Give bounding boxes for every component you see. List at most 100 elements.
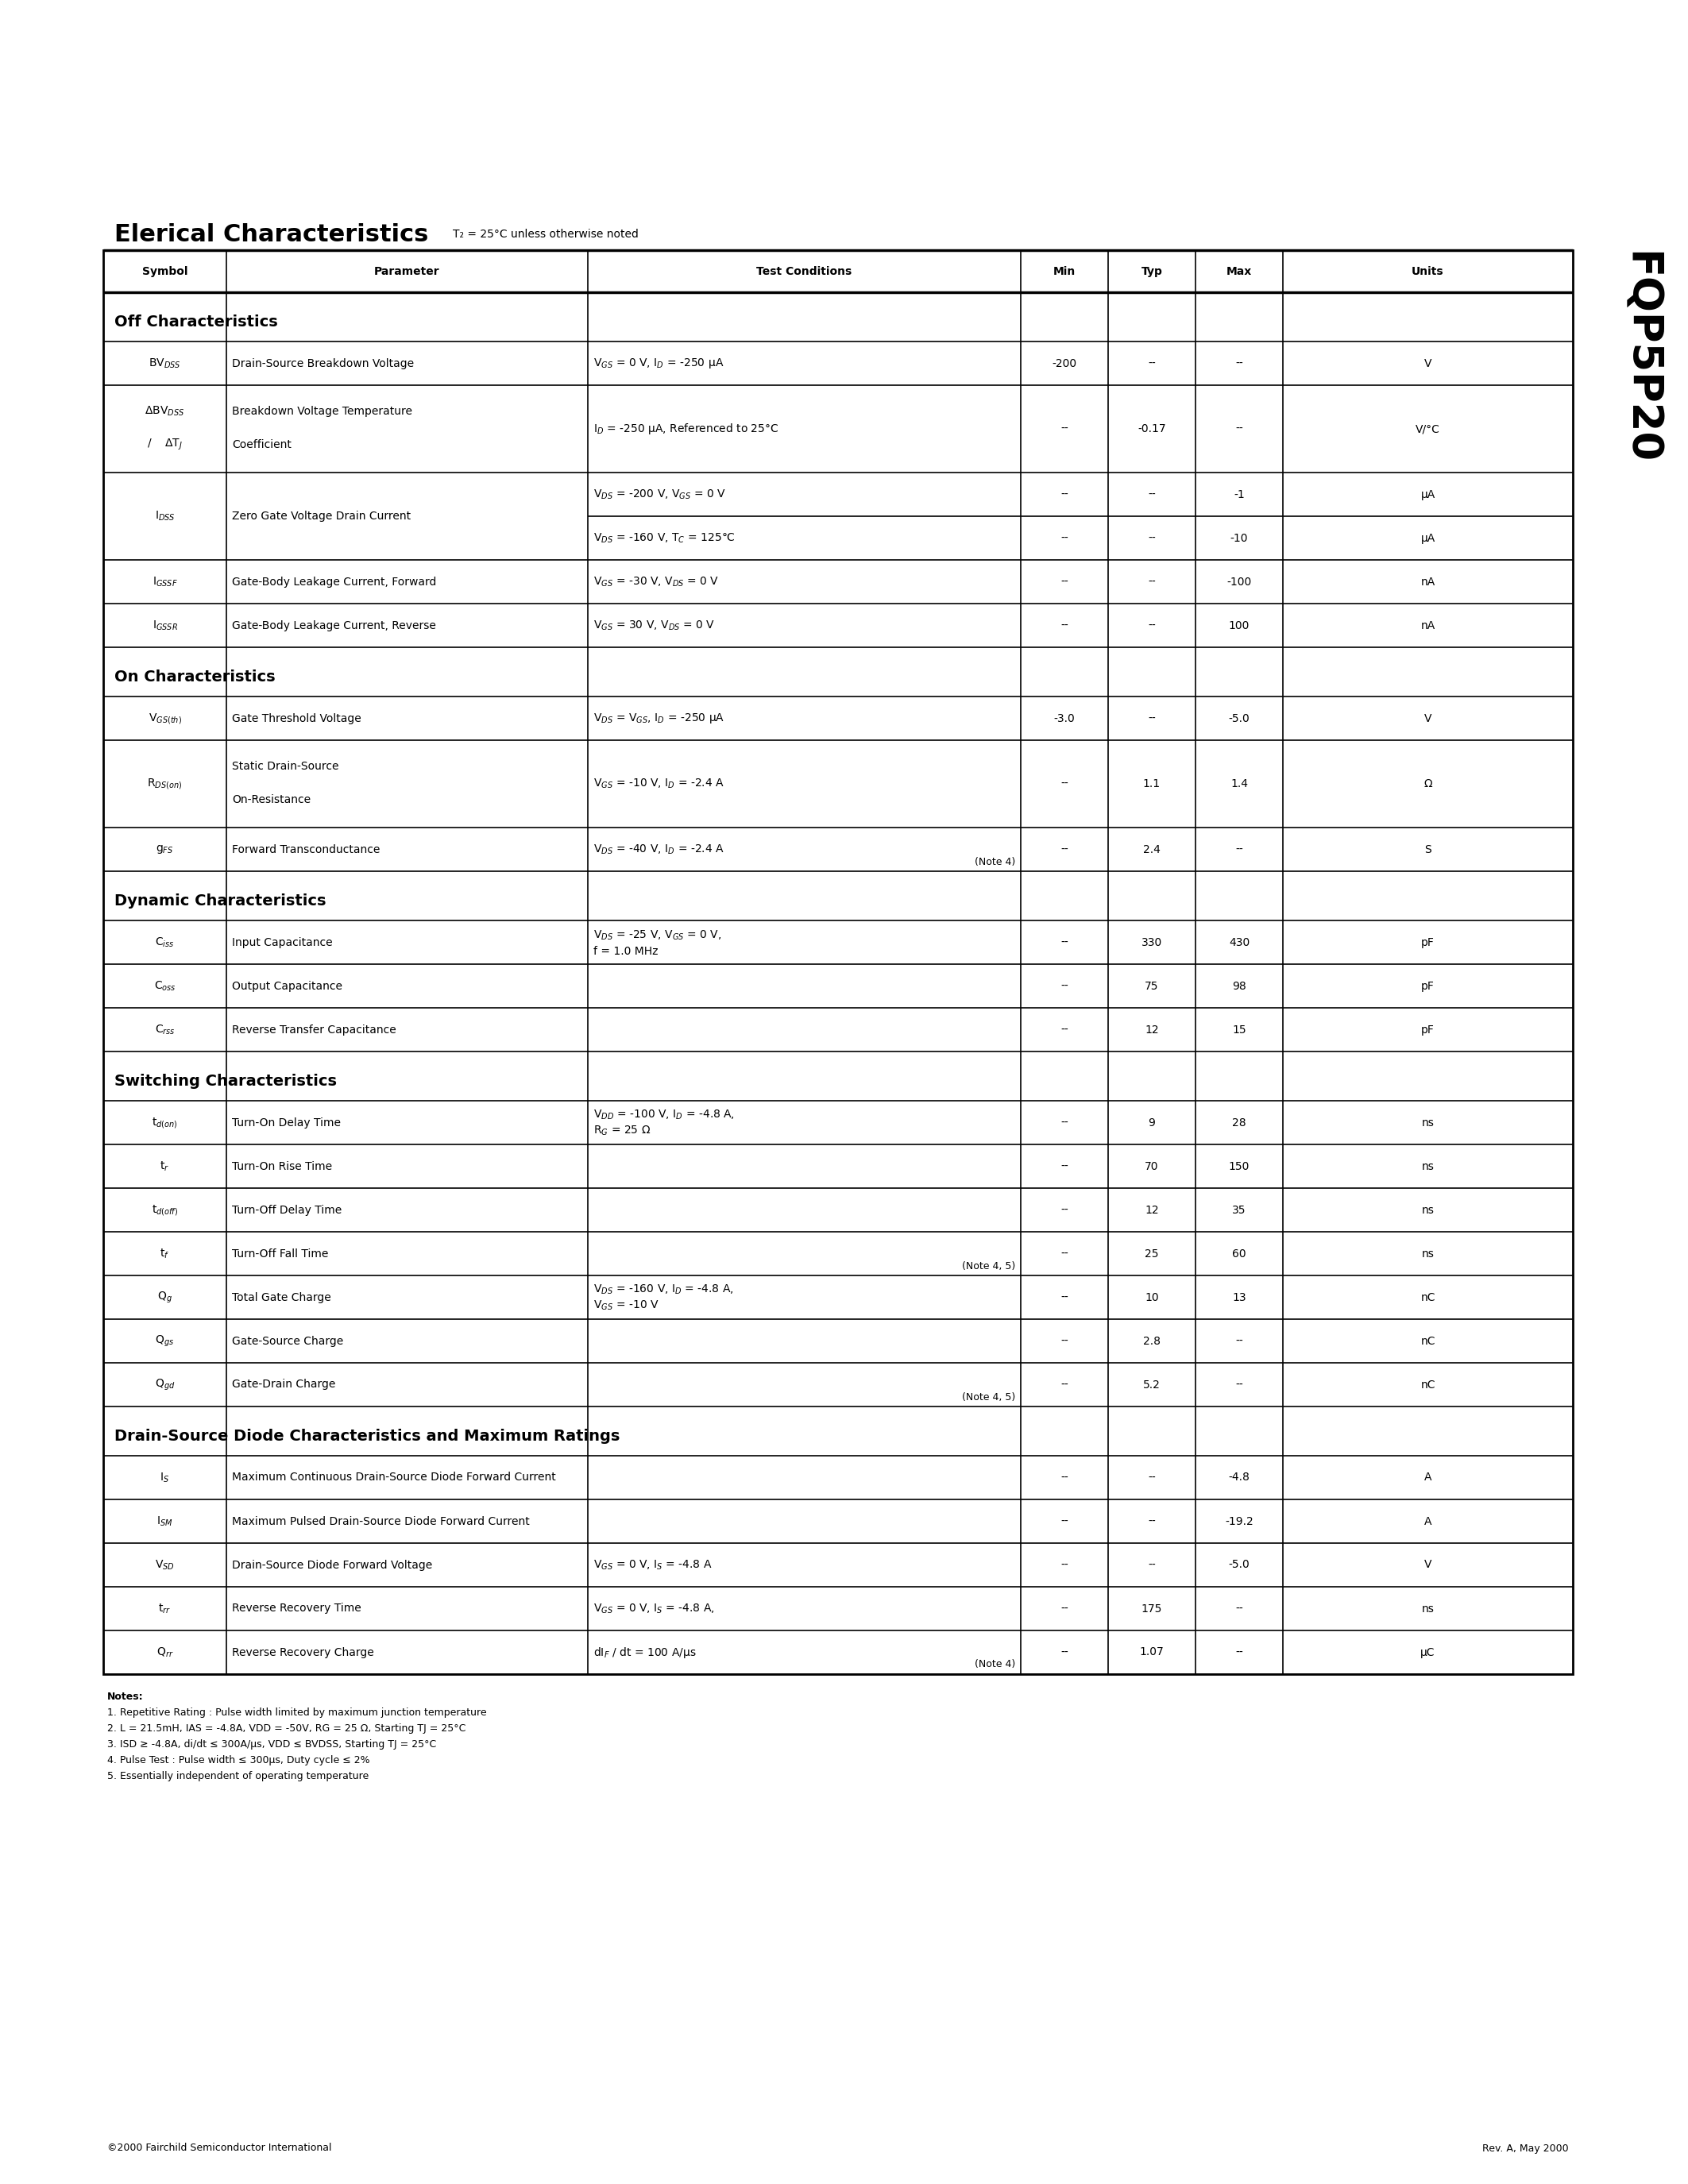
Text: --: -- — [1060, 1291, 1069, 1304]
Text: -3.0: -3.0 — [1053, 712, 1075, 723]
Text: t$_{rr}$: t$_{rr}$ — [159, 1603, 170, 1616]
Text: Turn-On Rise Time: Turn-On Rise Time — [231, 1160, 333, 1173]
Text: --: -- — [1148, 620, 1156, 631]
Text: --: -- — [1148, 1559, 1156, 1570]
Text: Parameter: Parameter — [375, 266, 441, 277]
Text: V$_{DS}$ = V$_{GS}$, I$_D$ = -250 μA: V$_{DS}$ = V$_{GS}$, I$_D$ = -250 μA — [594, 712, 724, 725]
Text: 10: 10 — [1144, 1291, 1158, 1304]
Text: μA: μA — [1421, 533, 1435, 544]
Text: ©2000 Fairchild Semiconductor International: ©2000 Fairchild Semiconductor Internatio… — [108, 2143, 331, 2153]
Text: R$_{DS(on)}$: R$_{DS(on)}$ — [147, 778, 182, 791]
Text: 5. Essentially independent of operating temperature: 5. Essentially independent of operating … — [108, 1771, 368, 1782]
Text: --: -- — [1148, 712, 1156, 723]
Text: nC: nC — [1421, 1291, 1435, 1304]
Text: Q$_{rr}$: Q$_{rr}$ — [157, 1647, 174, 1660]
Text: (Note 4, 5): (Note 4, 5) — [962, 1260, 1014, 1271]
Text: 12: 12 — [1144, 1024, 1158, 1035]
Text: ns: ns — [1421, 1203, 1435, 1216]
Text: Gate-Body Leakage Current, Reverse: Gate-Body Leakage Current, Reverse — [231, 620, 436, 631]
Text: Min: Min — [1053, 266, 1075, 277]
Text: Maximum Pulsed Drain-Source Diode Forward Current: Maximum Pulsed Drain-Source Diode Forwar… — [231, 1516, 530, 1527]
Text: Typ: Typ — [1141, 266, 1163, 277]
Text: --: -- — [1060, 1024, 1069, 1035]
Text: -5.0: -5.0 — [1229, 1559, 1249, 1570]
Text: t$_r$: t$_r$ — [160, 1160, 169, 1173]
Text: A: A — [1425, 1472, 1431, 1483]
Text: /    ΔT$_J$: / ΔT$_J$ — [147, 437, 182, 452]
Text: Elerical Characteristics: Elerical Characteristics — [115, 223, 429, 247]
Text: ΔBV$_{DSS}$: ΔBV$_{DSS}$ — [145, 404, 184, 417]
Text: V$_{GS}$ = 0 V, I$_S$ = -4.8 A: V$_{GS}$ = 0 V, I$_S$ = -4.8 A — [594, 1559, 712, 1572]
Text: Drain-Source Breakdown Voltage: Drain-Source Breakdown Voltage — [231, 358, 414, 369]
Text: Dynamic Characteristics: Dynamic Characteristics — [115, 893, 326, 909]
Text: Rev. A, May 2000: Rev. A, May 2000 — [1482, 2143, 1568, 2153]
Text: 28: 28 — [1232, 1116, 1246, 1129]
Text: Ω: Ω — [1423, 778, 1431, 788]
Text: (Note 4, 5): (Note 4, 5) — [962, 1391, 1014, 1402]
Text: Turn-On Delay Time: Turn-On Delay Time — [231, 1116, 341, 1129]
Text: --: -- — [1236, 358, 1242, 369]
Text: --: -- — [1148, 358, 1156, 369]
Text: --: -- — [1148, 577, 1156, 587]
Text: V: V — [1425, 1559, 1431, 1570]
Text: V: V — [1425, 358, 1431, 369]
Text: Zero Gate Voltage Drain Current: Zero Gate Voltage Drain Current — [231, 511, 410, 522]
Bar — [103, 251, 1573, 1675]
Text: On Characteristics: On Characteristics — [115, 668, 275, 684]
Text: C$_{oss}$: C$_{oss}$ — [154, 978, 176, 992]
Text: 330: 330 — [1141, 937, 1163, 948]
Text: Q$_g$: Q$_g$ — [157, 1291, 172, 1304]
Text: Static Drain-Source: Static Drain-Source — [231, 760, 339, 771]
Text: nA: nA — [1421, 577, 1435, 587]
Text: V$_{SD}$: V$_{SD}$ — [155, 1559, 174, 1572]
Text: Q$_{gs}$: Q$_{gs}$ — [155, 1334, 174, 1348]
Text: --: -- — [1236, 1378, 1242, 1391]
Text: --: -- — [1060, 937, 1069, 948]
Text: V/°C: V/°C — [1416, 424, 1440, 435]
Text: Turn-Off Delay Time: Turn-Off Delay Time — [231, 1203, 341, 1216]
Text: V$_{DS}$ = -160 V, T$_C$ = 125°C: V$_{DS}$ = -160 V, T$_C$ = 125°C — [594, 531, 736, 544]
Text: Q$_{gd}$: Q$_{gd}$ — [155, 1378, 176, 1391]
Text: g$_{FS}$: g$_{FS}$ — [155, 843, 174, 856]
Text: 15: 15 — [1232, 1024, 1246, 1035]
Text: -10: -10 — [1231, 533, 1247, 544]
Text: --: -- — [1060, 1247, 1069, 1260]
Text: 1.1: 1.1 — [1143, 778, 1161, 788]
Text: V$_{GS}$ = -30 V, V$_{DS}$ = 0 V: V$_{GS}$ = -30 V, V$_{DS}$ = 0 V — [594, 574, 719, 587]
Text: --: -- — [1060, 424, 1069, 435]
Text: 100: 100 — [1229, 620, 1249, 631]
Text: t$_f$: t$_f$ — [160, 1247, 170, 1260]
Text: t$_{d(on)}$: t$_{d(on)}$ — [152, 1116, 177, 1129]
Text: (Note 4): (Note 4) — [974, 856, 1014, 867]
Text: pF: pF — [1421, 981, 1435, 992]
Text: V$_{DS}$ = -40 V, I$_D$ = -2.4 A: V$_{DS}$ = -40 V, I$_D$ = -2.4 A — [594, 843, 724, 856]
Text: V: V — [1425, 712, 1431, 723]
Text: C$_{iss}$: C$_{iss}$ — [155, 935, 174, 948]
Text: --: -- — [1060, 489, 1069, 500]
Text: --: -- — [1060, 1559, 1069, 1570]
Text: (Note 4): (Note 4) — [974, 1660, 1014, 1671]
Text: 430: 430 — [1229, 937, 1249, 948]
Text: 75: 75 — [1144, 981, 1158, 992]
Text: pF: pF — [1421, 1024, 1435, 1035]
Text: Gate Threshold Voltage: Gate Threshold Voltage — [231, 712, 361, 723]
Text: I$_S$: I$_S$ — [160, 1472, 169, 1485]
Text: Total Gate Charge: Total Gate Charge — [231, 1291, 331, 1304]
Text: nC: nC — [1421, 1334, 1435, 1348]
Text: --: -- — [1060, 1378, 1069, 1391]
Text: V$_{GS}$ = -10 V: V$_{GS}$ = -10 V — [594, 1299, 658, 1313]
Text: S: S — [1425, 843, 1431, 854]
Text: Notes:: Notes: — [108, 1693, 143, 1701]
Text: -1: -1 — [1234, 489, 1244, 500]
Text: Reverse Recovery Charge: Reverse Recovery Charge — [231, 1647, 375, 1658]
Text: 70: 70 — [1144, 1160, 1158, 1173]
Text: Max: Max — [1227, 266, 1252, 277]
Text: ns: ns — [1421, 1603, 1435, 1614]
Text: 4. Pulse Test : Pulse width ≤ 300μs, Duty cycle ≤ 2%: 4. Pulse Test : Pulse width ≤ 300μs, Dut… — [108, 1756, 370, 1765]
Text: -200: -200 — [1052, 358, 1077, 369]
Text: V$_{GS}$ = 0 V, I$_S$ = -4.8 A,: V$_{GS}$ = 0 V, I$_S$ = -4.8 A, — [594, 1603, 714, 1616]
Text: I$_{GSSF}$: I$_{GSSF}$ — [152, 574, 177, 587]
Text: V$_{DD}$ = -100 V, I$_D$ = -4.8 A,: V$_{DD}$ = -100 V, I$_D$ = -4.8 A, — [594, 1109, 734, 1123]
Text: Gate-Source Charge: Gate-Source Charge — [231, 1334, 343, 1348]
Text: ns: ns — [1421, 1116, 1435, 1129]
